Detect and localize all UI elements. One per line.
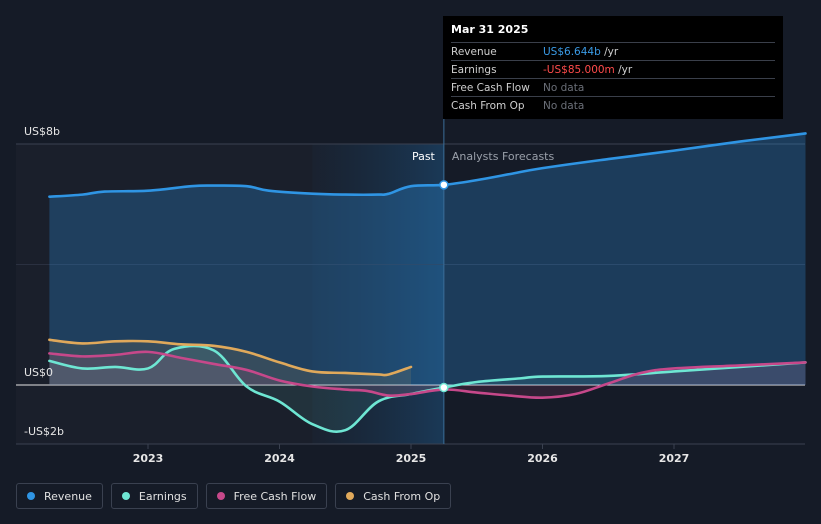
- area-revenue: [49, 133, 806, 385]
- legend: Revenue Earnings Free Cash Flow Cash Fro…: [16, 483, 452, 509]
- marker-revenue: [439, 180, 449, 190]
- legend-label: Revenue: [44, 489, 92, 503]
- y-axis-label: US$0: [24, 366, 53, 379]
- forecast-label: Analysts Forecasts: [452, 150, 555, 163]
- y-axis-label: -US$2b: [24, 425, 64, 438]
- tooltip-markers: [439, 180, 449, 393]
- legend-dot-icon: [216, 492, 225, 500]
- tooltip-label: Cash From Op: [451, 99, 525, 112]
- tooltip-value: No data: [543, 99, 585, 112]
- legend-label: Cash From Op: [363, 489, 441, 503]
- series-lines: [48, 132, 807, 433]
- area-earnings: [49, 345, 806, 432]
- legend-item-earnings[interactable]: Earnings: [110, 483, 198, 509]
- tooltip-unit: /yr: [614, 63, 633, 76]
- x-tick-label: 2026: [527, 452, 558, 465]
- x-tick-label: 2025: [396, 452, 427, 465]
- legend-item-cash-from-op[interactable]: Cash From Op: [335, 483, 452, 509]
- marker-earnings: [439, 382, 449, 393]
- x-tick-label: 2024: [264, 452, 295, 465]
- tooltip-unit: /yr: [600, 45, 619, 58]
- tooltip-row-free-cash-flow: Free Cash Flow No data: [451, 78, 775, 96]
- tooltip: Mar 31 2025 Revenue US$6.644b /yr Earnin…: [443, 16, 783, 119]
- legend-item-revenue[interactable]: Revenue: [16, 483, 103, 509]
- line-revenue: [48, 132, 807, 199]
- tooltip-label: Free Cash Flow: [451, 81, 530, 94]
- legend-dot-icon: [121, 492, 130, 500]
- tooltip-label: Earnings: [451, 63, 497, 76]
- x-tick-label: 2023: [133, 452, 164, 465]
- past-label: Past: [412, 150, 436, 163]
- tooltip-value: -US$85.000m: [543, 63, 615, 76]
- tooltip-label: Revenue: [451, 45, 497, 58]
- tooltip-row-revenue: Revenue US$6.644b /yr: [451, 42, 775, 60]
- tooltip-row-cash-from-op: Cash From Op No data: [451, 96, 775, 114]
- line-earnings: [48, 344, 807, 433]
- tooltip-value: US$6.644b: [543, 45, 601, 58]
- area-free-cash-flow: [49, 351, 806, 398]
- legend-label: Free Cash Flow: [233, 489, 317, 503]
- legend-label: Earnings: [138, 489, 187, 503]
- x-axis-ticks: 2023 2024 2025 2026 2027: [133, 444, 690, 465]
- legend-dot-icon: [346, 492, 355, 500]
- y-axis-label: US$8b: [24, 125, 60, 138]
- line-cash-from-op: [48, 338, 413, 377]
- tooltip-row-earnings: Earnings -US$85.000m /yr: [451, 60, 775, 78]
- legend-item-free-cash-flow[interactable]: Free Cash Flow: [205, 483, 328, 509]
- x-tick-label: 2027: [659, 452, 690, 465]
- tooltip-value: No data: [543, 81, 585, 94]
- y-axis-labels: US$8b US$0 -US$2b: [24, 125, 64, 438]
- line-free-cash-flow: [48, 350, 807, 399]
- legend-dot-icon: [27, 492, 35, 500]
- tooltip-date: Mar 31 2025: [451, 23, 529, 36]
